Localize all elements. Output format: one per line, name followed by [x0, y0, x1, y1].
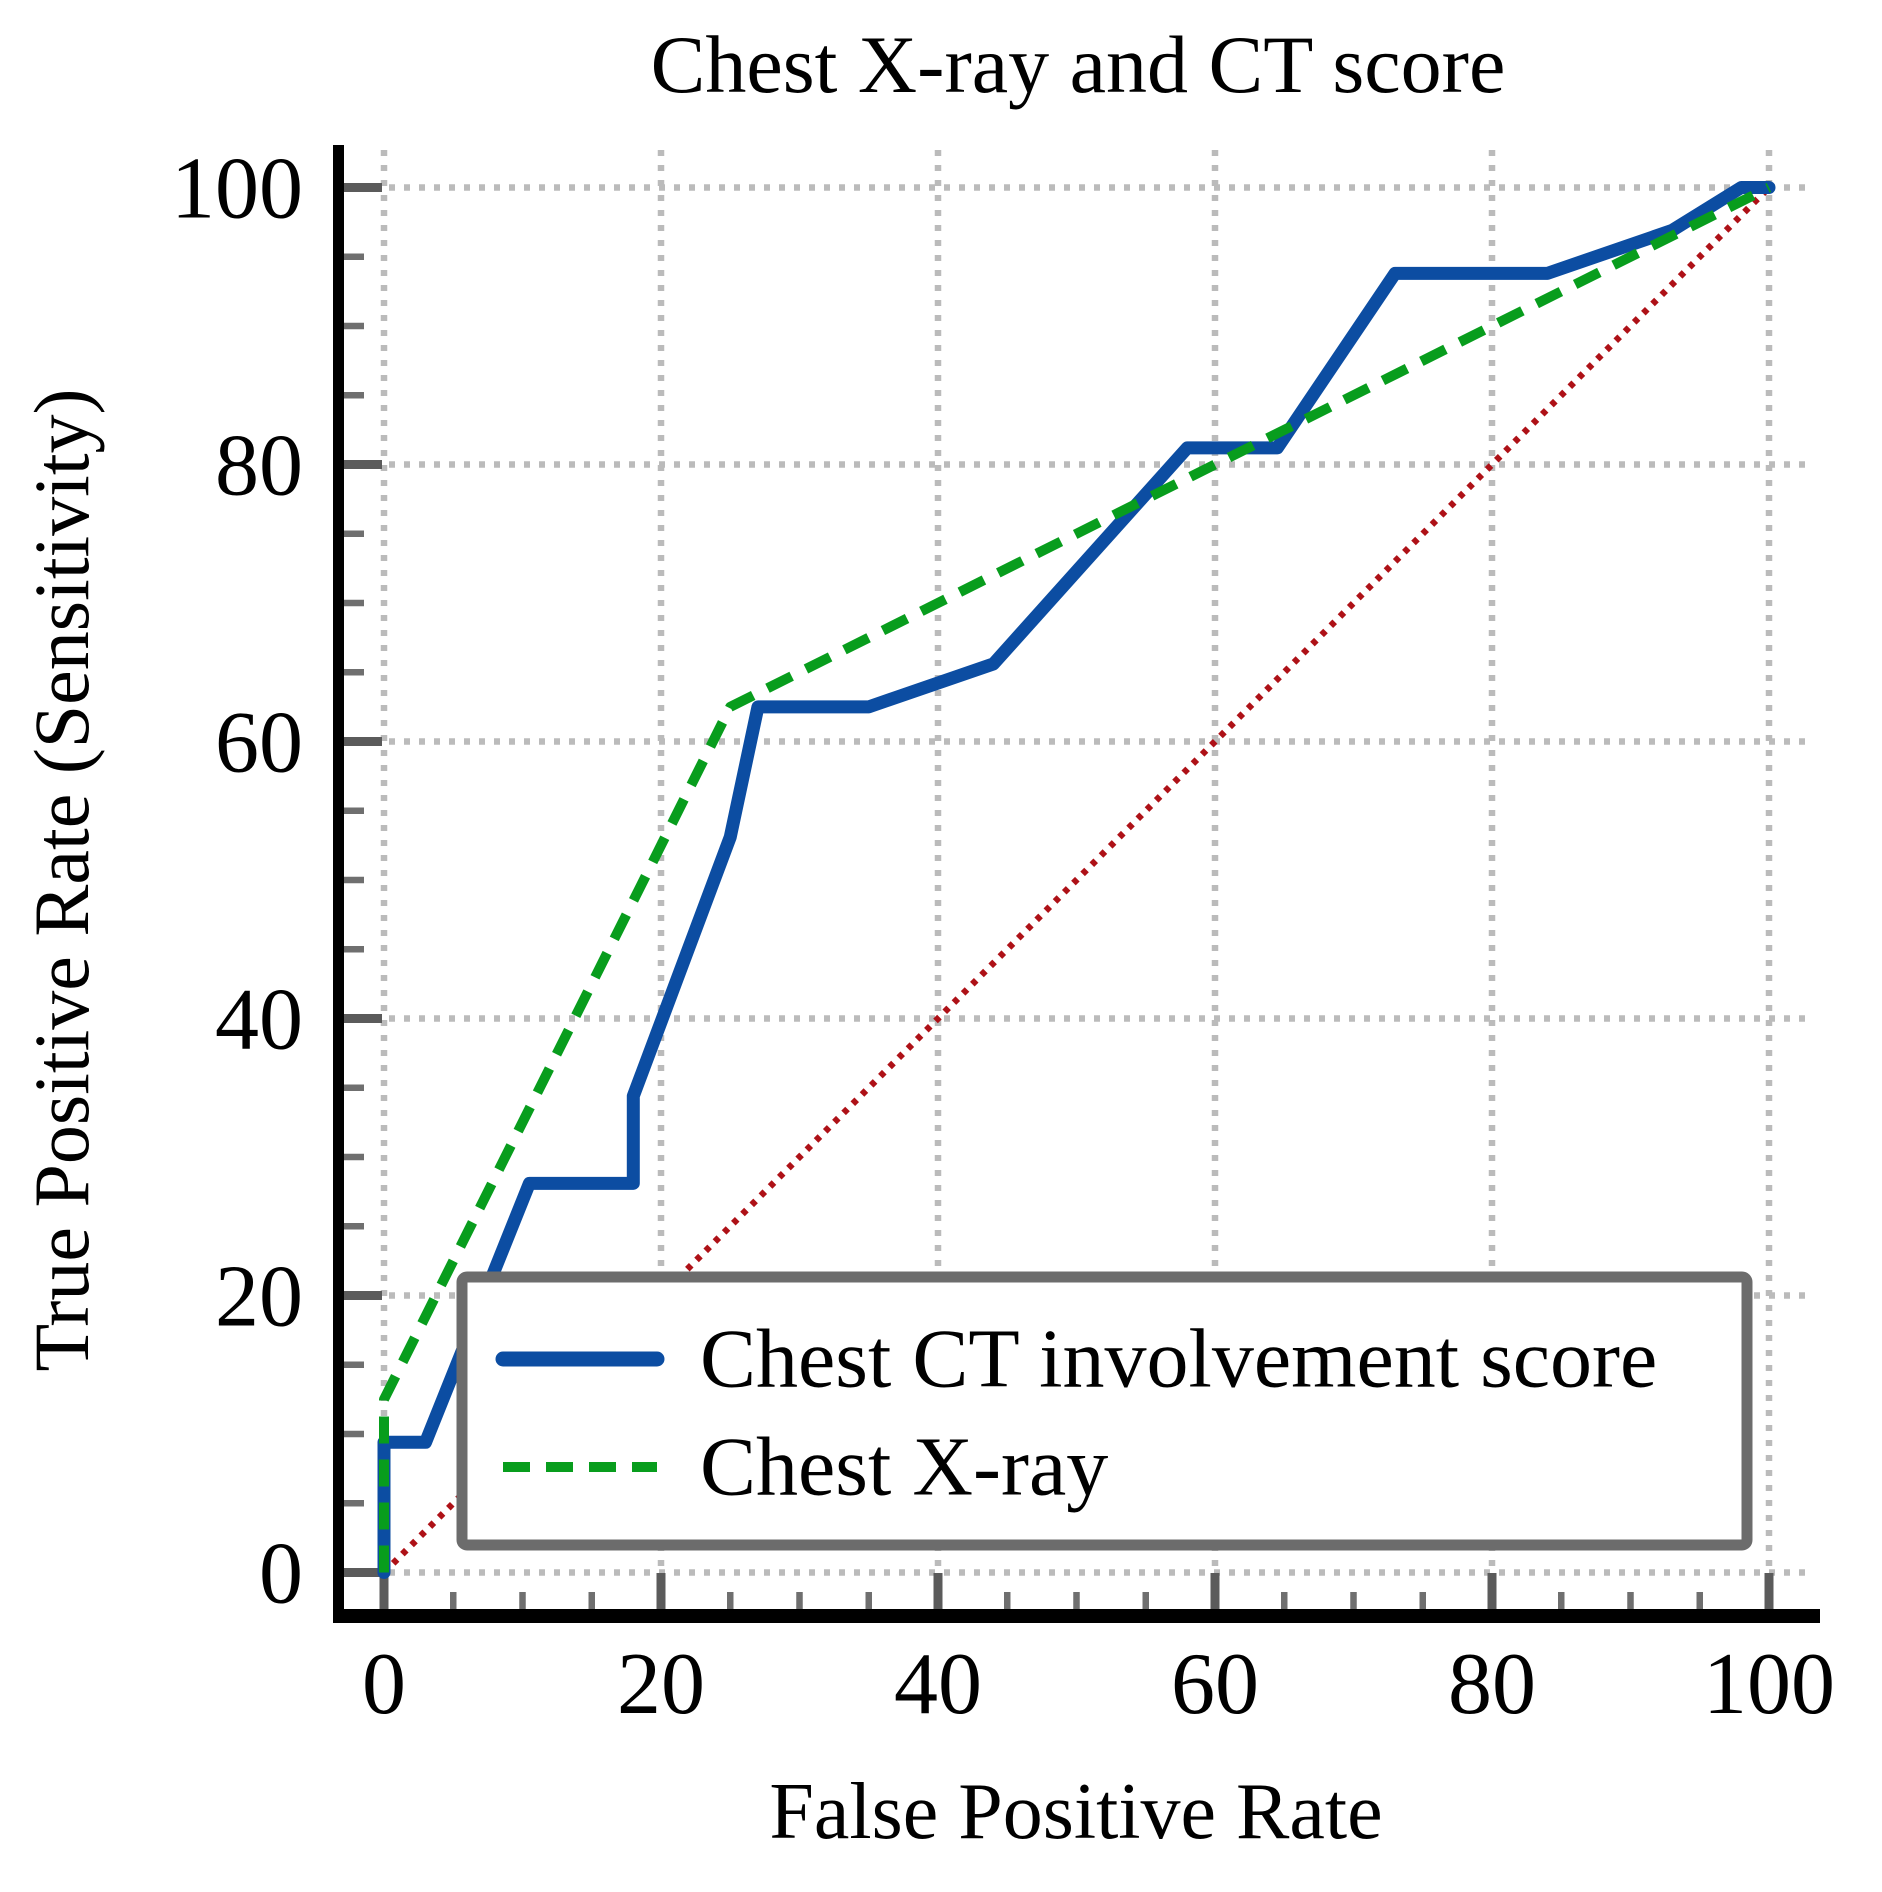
- x-axis-label: False Positive Rate: [769, 1768, 1382, 1856]
- legend: Chest CT involvement score Chest X-ray: [456, 1271, 1753, 1551]
- y-tick-label: 100: [171, 141, 303, 238]
- y-tick-label: 40: [215, 972, 303, 1069]
- axis-ticks: [344, 183, 1774, 1609]
- series-ct-line: [377, 181, 1776, 1579]
- y-axis-label: True Positive Rate (Sensitivity): [18, 389, 105, 1372]
- y-tick-label: 80: [215, 418, 303, 515]
- tick-labels: 0 20 40 60 80 100 0 20 40 60 80 100: [171, 141, 1835, 1734]
- legend-item-ct-label: Chest CT involvement score: [700, 1313, 1657, 1406]
- y-tick-label: 20: [215, 1249, 303, 1346]
- series-xray-line: [379, 183, 1772, 1573]
- legend-box: [456, 1271, 1753, 1551]
- x-tick-label: 0: [362, 1636, 406, 1733]
- x-tick-label: 100: [1703, 1636, 1835, 1733]
- y-tick-label: 0: [259, 1526, 303, 1623]
- chart-title: Chest X-ray and CT score: [651, 19, 1506, 110]
- legend-item-xray-label: Chest X-ray: [700, 1421, 1108, 1514]
- x-tick-label: 20: [617, 1636, 705, 1733]
- y-tick-label: 60: [215, 695, 303, 792]
- axes: [333, 145, 1820, 1623]
- x-tick-label: 40: [894, 1636, 982, 1733]
- x-tick-label: 80: [1448, 1636, 1536, 1733]
- x-tick-label: 60: [1171, 1636, 1259, 1733]
